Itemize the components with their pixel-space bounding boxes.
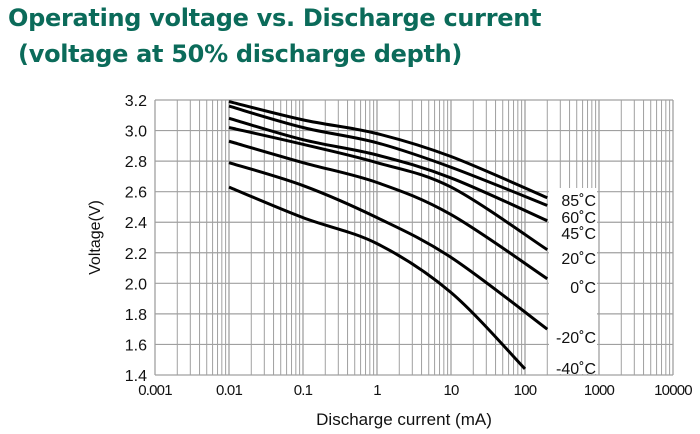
y-tick-label: 1.6: [125, 337, 147, 354]
y-tick-label: 1.4: [125, 368, 147, 385]
series-line: [228, 100, 548, 200]
y-tick-label: 2.6: [125, 185, 147, 202]
series-label: 20˚C: [561, 251, 596, 268]
series-line: [228, 185, 527, 370]
x-tick-label: 10000: [654, 382, 692, 399]
label-backdrop: [549, 188, 597, 374]
x-tick-label: 0.1: [294, 382, 313, 399]
series-line: [228, 161, 549, 331]
y-tick-label: 2.4: [125, 215, 147, 232]
x-tick-label: 0.01: [216, 382, 242, 399]
series-label: -20˚C: [556, 330, 596, 347]
x-tick-label: 1: [373, 382, 381, 399]
x-axis-label: Discharge current (mA): [316, 410, 492, 429]
series-line: [228, 104, 548, 207]
x-tick-label: 10: [443, 382, 459, 399]
series-line: [228, 126, 549, 251]
series-label: 60˚C: [561, 210, 596, 227]
series-line: [228, 139, 549, 280]
y-tick-label: 3.0: [125, 124, 147, 141]
y-tick-label: 3.2: [125, 93, 147, 110]
y-axis-label: Voltage(V): [87, 200, 104, 275]
series-label: 0˚C: [570, 280, 596, 297]
x-tick-label: 1000: [584, 382, 615, 399]
chart-title-line1: Operating voltage vs. Discharge current: [8, 4, 542, 32]
chart-title-line2: (voltage at 50% discharge depth): [10, 40, 463, 68]
y-tick-label: 2.2: [125, 246, 147, 263]
y-tick-label: 1.8: [125, 307, 147, 324]
y-tick-label: 2.0: [125, 276, 147, 293]
series-line: [228, 116, 548, 223]
series-label: 45˚C: [561, 226, 596, 243]
series-label: -40˚C: [556, 361, 596, 378]
y-tick-label: 2.8: [125, 154, 147, 171]
series-label: 85˚C: [561, 193, 596, 210]
x-tick-label: 100: [514, 382, 537, 399]
x-tick-label: 0.001: [138, 382, 172, 399]
